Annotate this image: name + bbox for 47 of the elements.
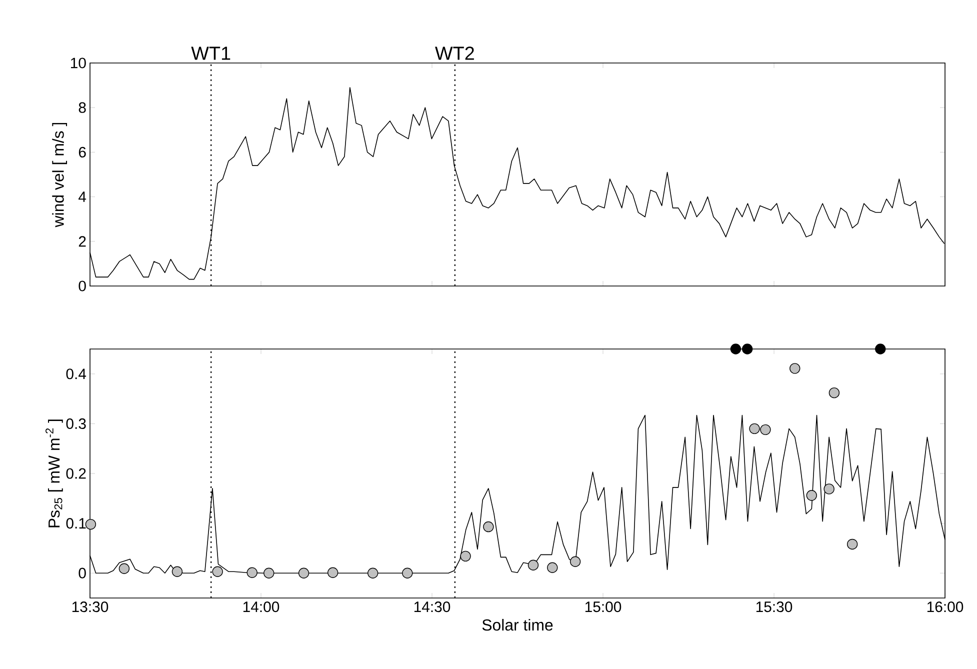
x-tick-label: 15:00 (585, 602, 622, 612)
point (327, 567, 338, 578)
x-axis-title: Solar time (482, 618, 553, 631)
y-tick-label: 8 (78, 102, 86, 113)
y-tick-label: 0 (78, 280, 86, 292)
point (760, 424, 771, 436)
y-tick-label: 4 (78, 192, 86, 202)
x-tick-label: 16:00 (927, 602, 964, 612)
point (460, 550, 471, 562)
point (118, 563, 130, 574)
point (246, 567, 258, 578)
y-tick-label: 0.1 (66, 518, 86, 529)
point (172, 566, 183, 577)
point (742, 344, 753, 354)
ref-line-label: WT1 (191, 46, 230, 60)
y-axis-title: wind vel [ m/s ] (52, 122, 68, 228)
x-tick-label: 14:30 (414, 602, 450, 612)
point (824, 484, 834, 494)
x-tick-label: 15:30 (756, 602, 792, 612)
point (846, 538, 858, 550)
x-tick-label: 13:30 (72, 602, 108, 612)
y-tick-label: 6 (78, 146, 86, 158)
point (547, 562, 558, 573)
y-tick-label: 2 (78, 236, 86, 247)
point (806, 490, 817, 501)
point (402, 568, 413, 578)
point (875, 344, 886, 354)
y-tick-label: 0.2 (66, 468, 86, 479)
y-tick-label: 0 (78, 568, 86, 578)
point (298, 568, 310, 578)
point (570, 556, 581, 567)
y-axis-title: Ps$_{25}$ [ mW m$^{-2}$ ] (46, 420, 63, 528)
point (528, 560, 539, 570)
point (367, 568, 378, 578)
point (212, 566, 223, 577)
y-tick-label: 10 (71, 58, 86, 68)
point (264, 568, 274, 578)
point (483, 521, 494, 532)
point (828, 387, 840, 398)
point (749, 423, 760, 434)
y-tick-label: 0.3 (66, 418, 86, 429)
y-tick-label: 0.4 (66, 368, 86, 380)
point (790, 363, 800, 374)
x-tick-label: 14:00 (243, 602, 280, 612)
point (85, 518, 96, 530)
point (730, 344, 742, 354)
ref-line-label: WT2 (435, 46, 474, 60)
